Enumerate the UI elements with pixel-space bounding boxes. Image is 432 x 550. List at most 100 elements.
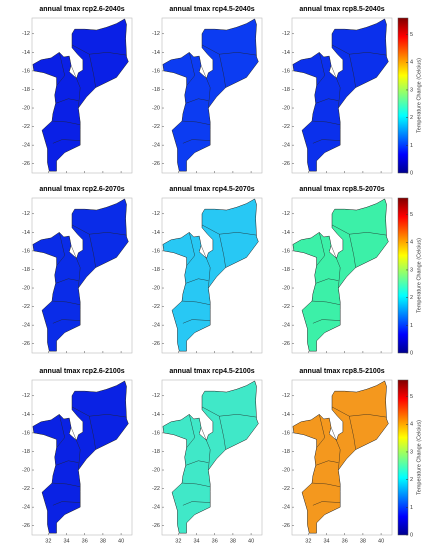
y-tick-label: -16 — [22, 68, 30, 74]
y-tick-label: -14 — [282, 412, 290, 418]
colorbar-tick-label: 2 — [410, 115, 413, 121]
province-border — [200, 427, 211, 471]
province-border — [200, 245, 211, 289]
colorbar — [397, 379, 409, 536]
province-border — [219, 416, 226, 450]
y-tick-label: -22 — [22, 304, 30, 310]
province-border — [182, 139, 211, 144]
colorbar-tick-label: 5 — [410, 32, 413, 38]
y-tick-label: -26 — [152, 523, 160, 529]
colorbar-tick-label: 3 — [410, 267, 413, 273]
y-tick-label: -16 — [282, 430, 290, 436]
y-tick-label: -20 — [282, 105, 290, 111]
colorbar-tick-label: 5 — [410, 394, 413, 400]
country — [292, 380, 389, 534]
map-frame — [31, 17, 133, 174]
y-tick-label: -24 — [152, 143, 160, 149]
y-tick-label: -24 — [152, 505, 160, 511]
colorbar-tick-label: 0 — [410, 170, 413, 176]
colorbar-label: Temperature Change (Celcius) — [416, 58, 422, 133]
y-tick-label: -24 — [282, 505, 290, 511]
province-border — [331, 44, 387, 56]
colorbar-tick-label: 2 — [410, 477, 413, 483]
country — [32, 198, 129, 352]
colorbar-tick-label: 1 — [410, 143, 413, 149]
map-frame — [31, 197, 133, 354]
y-tick-label: -22 — [152, 486, 160, 492]
province-border — [219, 234, 226, 268]
x-tick-label: 32 — [175, 538, 181, 544]
y-tick-label: -20 — [152, 105, 160, 111]
colorbar-tick-label: 0 — [410, 350, 413, 356]
y-tick-label: -22 — [282, 486, 290, 492]
province-border — [312, 501, 341, 506]
x-tick-label: 32 — [45, 538, 51, 544]
map-frame — [161, 379, 263, 536]
province-border — [56, 414, 65, 448]
colorbar — [397, 17, 409, 174]
y-tick-label: -16 — [152, 248, 160, 254]
y-tick-label: -26 — [152, 341, 160, 347]
province-border — [201, 224, 257, 236]
y-tick-label: -18 — [282, 449, 290, 455]
y-tick-label: -14 — [282, 50, 290, 56]
y-tick-label: -24 — [152, 323, 160, 329]
country — [32, 380, 129, 534]
y-tick-label: -26 — [282, 341, 290, 347]
panel-title: annual tmax rcp8.5-2040s — [299, 6, 384, 13]
y-tick-label: -12 — [152, 393, 160, 399]
province-border — [55, 460, 79, 466]
province-border — [311, 482, 341, 487]
province-border — [89, 234, 96, 268]
y-tick-label: -22 — [152, 124, 160, 130]
colorbar-tick-label: 0 — [410, 532, 413, 538]
x-tick-label: 38 — [230, 538, 236, 544]
y-tick-label: -26 — [282, 523, 290, 529]
y-tick-label: -16 — [22, 430, 30, 436]
province-border — [316, 414, 325, 448]
province-border — [349, 416, 356, 450]
y-tick-label: -20 — [282, 285, 290, 291]
x-tick-label: 40 — [248, 538, 254, 544]
x-tick-label: 36 — [212, 538, 218, 544]
y-tick-label: -24 — [282, 323, 290, 329]
y-tick-label: -14 — [152, 50, 160, 56]
province-border — [89, 416, 96, 450]
panel-title: annual tmax rcp8.5-2070s — [299, 186, 384, 193]
y-tick-label: -20 — [152, 285, 160, 291]
x-tick-label: 40 — [118, 538, 124, 544]
y-tick-label: -12 — [282, 211, 290, 217]
panel-title: annual tmax rcp4.5-2100s — [169, 368, 254, 375]
province-border — [311, 120, 341, 125]
y-tick-label: -14 — [22, 412, 30, 418]
y-tick-label: -18 — [152, 449, 160, 455]
y-tick-label: -18 — [22, 267, 30, 273]
colorbar-tick-label: 2 — [410, 295, 413, 301]
y-tick-label: -26 — [22, 341, 30, 347]
province-border — [71, 406, 127, 418]
colorbar-tick-label: 5 — [410, 212, 413, 218]
colorbar-label: Temperature Change (Celcius) — [416, 238, 422, 313]
province-border — [185, 278, 209, 284]
province-border — [312, 319, 341, 324]
y-tick-label: -20 — [152, 467, 160, 473]
y-tick-label: -26 — [22, 523, 30, 529]
x-tick-label: 36 — [82, 538, 88, 544]
province-border — [55, 278, 79, 284]
y-tick-label: -12 — [282, 31, 290, 37]
y-tick-label: -24 — [282, 143, 290, 149]
province-border — [330, 65, 341, 109]
y-tick-label: -14 — [22, 230, 30, 236]
y-tick-label: -12 — [22, 211, 30, 217]
y-tick-label: -14 — [282, 230, 290, 236]
province-border — [71, 224, 127, 236]
map-frame — [291, 17, 393, 174]
y-tick-label: -12 — [22, 31, 30, 37]
colorbar-tick-label: 4 — [410, 60, 413, 66]
x-tick-label: 38 — [100, 538, 106, 544]
y-tick-label: -26 — [22, 161, 30, 167]
province-border — [52, 139, 81, 144]
y-tick-label: -14 — [22, 50, 30, 56]
country — [292, 18, 389, 172]
y-tick-label: -12 — [152, 211, 160, 217]
